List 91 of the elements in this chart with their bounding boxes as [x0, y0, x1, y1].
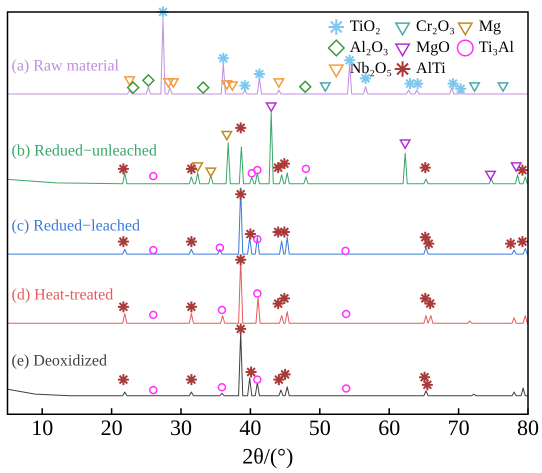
point [124, 76, 136, 86]
point [253, 375, 262, 384]
point [253, 234, 262, 244]
point [126, 81, 140, 94]
point [116, 235, 130, 248]
x-axis-title: 2θ/(°) [242, 444, 294, 469]
point [278, 368, 292, 381]
point [234, 121, 248, 134]
point [400, 139, 411, 149]
point [168, 78, 179, 88]
point [184, 373, 198, 386]
point [278, 292, 291, 305]
point [516, 235, 528, 248]
legend-label: TiO₂ [350, 18, 381, 36]
point [272, 297, 285, 310]
point [221, 80, 232, 90]
point [216, 243, 224, 252]
point [278, 157, 291, 170]
point [272, 161, 285, 174]
series-label: (d) Heat-treated [12, 286, 114, 304]
point [248, 169, 256, 178]
point [298, 80, 312, 94]
point [342, 310, 350, 318]
point [218, 383, 226, 392]
legend-label: Ti₃Al [478, 39, 515, 56]
x-tick-label: 40 [239, 415, 262, 440]
point [196, 81, 210, 94]
point [116, 162, 130, 176]
point [205, 167, 216, 178]
legend-label: AlTi [416, 60, 446, 78]
series-label: (a) Raw material [12, 57, 120, 74]
series-label: (c) Redued−leached [12, 217, 140, 234]
point [184, 235, 198, 248]
point [156, 6, 170, 18]
point [504, 237, 518, 250]
point [485, 170, 496, 180]
point [192, 162, 204, 172]
point [278, 226, 291, 239]
point [498, 82, 509, 92]
x-tick-label: 10 [31, 415, 54, 440]
x-tick-label: 60 [378, 415, 400, 440]
point [216, 52, 230, 65]
point [266, 102, 277, 112]
point [234, 322, 248, 336]
point [162, 78, 174, 88]
point [510, 162, 522, 172]
point [418, 161, 432, 174]
x-tick-label: 70 [448, 415, 470, 440]
point [341, 246, 350, 256]
point [218, 306, 226, 314]
point [411, 77, 424, 90]
point [302, 164, 310, 174]
point [454, 82, 468, 96]
legend-label: MgO [416, 39, 450, 56]
legend-label: Mg [478, 18, 501, 36]
point [148, 246, 158, 254]
point [516, 164, 528, 177]
point [142, 74, 155, 87]
point [148, 310, 158, 320]
point [253, 166, 262, 174]
x-tick-label: 80 [517, 415, 539, 440]
point [446, 77, 460, 90]
point [184, 300, 198, 314]
point [404, 77, 417, 90]
point [226, 81, 238, 92]
point [184, 162, 198, 176]
point [234, 253, 248, 266]
point [273, 78, 284, 88]
x-tick-label: 30 [170, 415, 192, 440]
point [252, 67, 266, 80]
legend-label: Cr₂O₃ [416, 18, 455, 36]
point [148, 386, 158, 394]
point [116, 300, 130, 314]
point [253, 289, 262, 298]
point [234, 188, 248, 201]
point [342, 384, 350, 393]
point [238, 79, 252, 92]
series-label: (e) Deoxidized [12, 352, 108, 370]
point [244, 228, 257, 241]
point [469, 82, 480, 92]
legend-label: Nb₂O₅ [350, 60, 392, 78]
series-label: (b) Redued−unleached [12, 142, 157, 160]
point [116, 373, 130, 386]
point [148, 172, 158, 180]
point [221, 130, 232, 141]
point [320, 82, 331, 92]
point [244, 365, 258, 378]
point [272, 373, 286, 386]
legend-label: Al₂O₃ [350, 39, 389, 56]
x-tick-label: 50 [308, 415, 331, 440]
x-tick-label: 20 [100, 415, 123, 440]
